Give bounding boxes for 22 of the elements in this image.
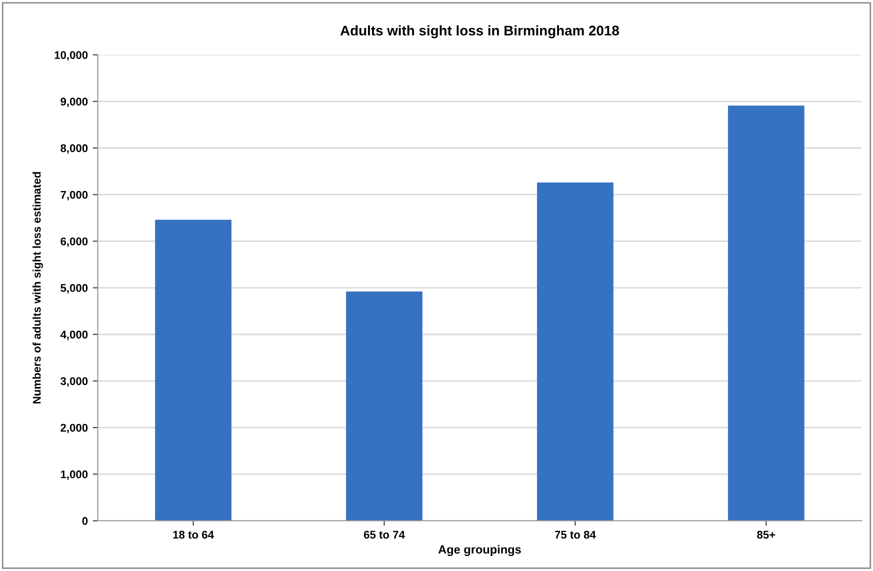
y-tick-label: 10,000: [54, 51, 88, 61]
x-tick-label: 65 to 74: [364, 530, 405, 539]
chart-title: Adults with sight loss in Birmingham 2018: [340, 25, 619, 38]
bar: [728, 106, 804, 521]
y-tick-label: 1,000: [60, 470, 88, 480]
y-tick-label: 5,000: [60, 284, 88, 294]
y-tick-label: 8,000: [60, 144, 88, 154]
x-axis-title: Age groupings: [438, 545, 521, 556]
y-tick-label: 0: [82, 517, 88, 525]
bar: [155, 220, 232, 521]
x-tick-label: 85+: [757, 530, 776, 539]
x-tick-label: 18 to 64: [173, 530, 214, 539]
y-tick-label: 6,000: [60, 237, 88, 247]
y-tick-label: 4,000: [60, 330, 88, 340]
y-tick-label: 9,000: [60, 98, 88, 108]
y-axis-title: Numbers of adults with sight loss estimated: [32, 172, 43, 404]
y-tick-label: 7,000: [60, 190, 88, 200]
y-tick-label: 2,000: [60, 424, 88, 434]
bar: [537, 182, 614, 521]
x-tick-label: 75 to 84: [554, 530, 596, 539]
bar: [346, 292, 422, 521]
y-tick-label: 3,000: [60, 377, 88, 387]
